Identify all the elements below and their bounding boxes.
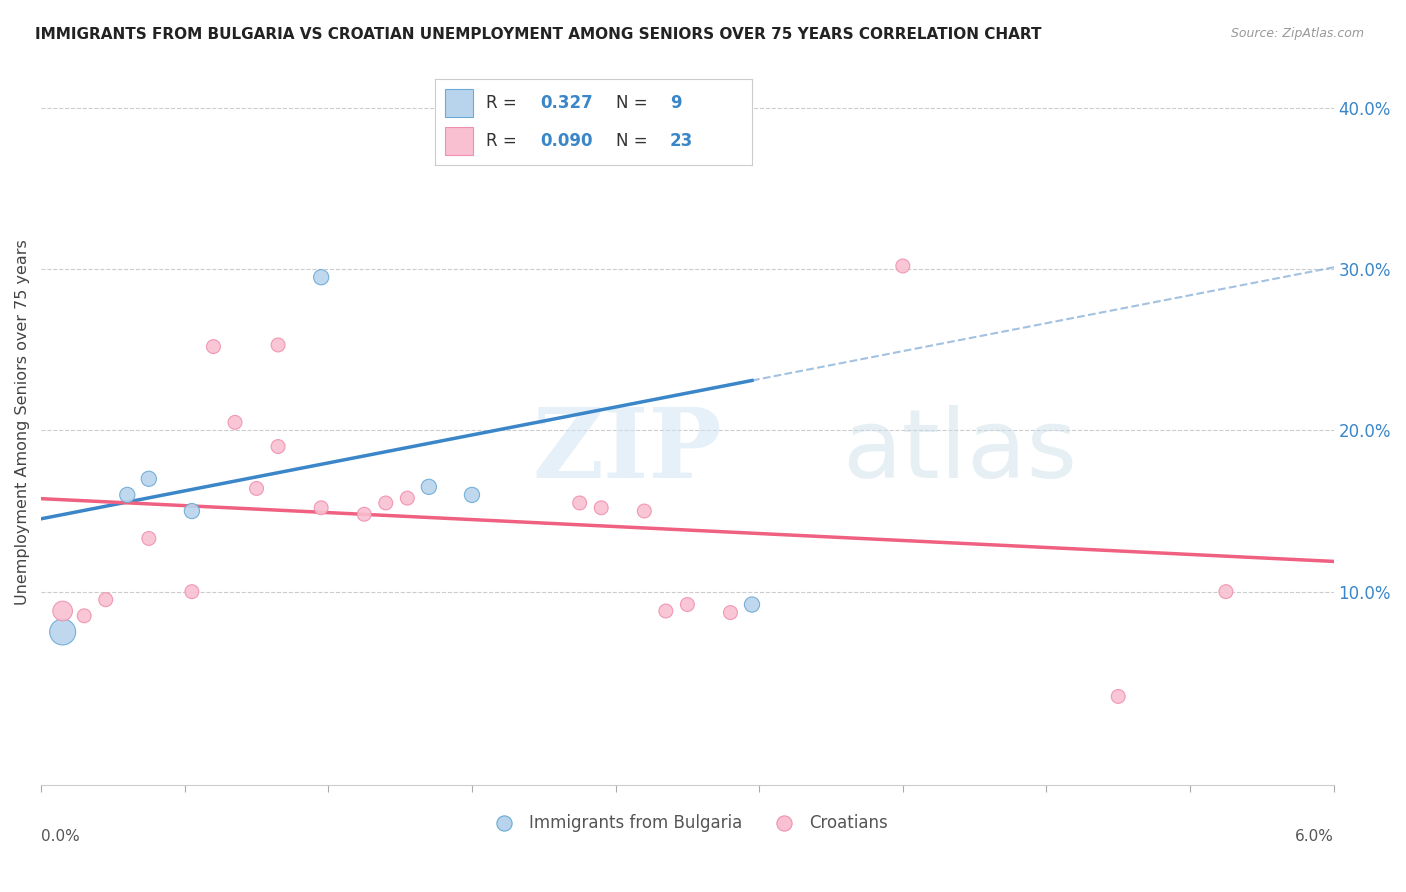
Point	[138, 472, 160, 486]
Point	[1107, 690, 1129, 704]
Point	[891, 259, 914, 273]
Text: Source: ZipAtlas.com: Source: ZipAtlas.com	[1230, 27, 1364, 40]
Legend: Immigrants from Bulgaria, Croatians: Immigrants from Bulgaria, Croatians	[481, 807, 894, 838]
Point	[568, 496, 591, 510]
Text: ZIP: ZIP	[533, 404, 721, 499]
Point	[633, 504, 655, 518]
Point	[353, 508, 375, 522]
Point	[374, 496, 396, 510]
Point	[138, 532, 160, 546]
Point	[267, 440, 290, 454]
Point	[267, 338, 290, 352]
Point	[180, 584, 202, 599]
Point	[202, 340, 225, 354]
Point	[676, 598, 699, 612]
Point	[180, 504, 202, 518]
Point	[741, 598, 763, 612]
Text: atlas: atlas	[842, 405, 1077, 498]
Text: IMMIGRANTS FROM BULGARIA VS CROATIAN UNEMPLOYMENT AMONG SENIORS OVER 75 YEARS CO: IMMIGRANTS FROM BULGARIA VS CROATIAN UNE…	[35, 27, 1042, 42]
Point	[224, 415, 246, 429]
Point	[418, 480, 440, 494]
Point	[309, 270, 332, 285]
Text: 6.0%: 6.0%	[1295, 829, 1334, 844]
Point	[591, 500, 613, 515]
Text: 0.0%: 0.0%	[41, 829, 80, 844]
Point	[52, 624, 75, 639]
Y-axis label: Unemployment Among Seniors over 75 years: Unemployment Among Seniors over 75 years	[15, 239, 30, 606]
Point	[245, 482, 267, 496]
Point	[720, 606, 742, 620]
Point	[461, 488, 484, 502]
Point	[117, 488, 139, 502]
Point	[73, 608, 96, 623]
Point	[1215, 584, 1237, 599]
Point	[633, 141, 655, 155]
Point	[94, 592, 117, 607]
Point	[52, 604, 75, 618]
Point	[309, 500, 332, 515]
Point	[655, 604, 678, 618]
Point	[396, 491, 419, 505]
